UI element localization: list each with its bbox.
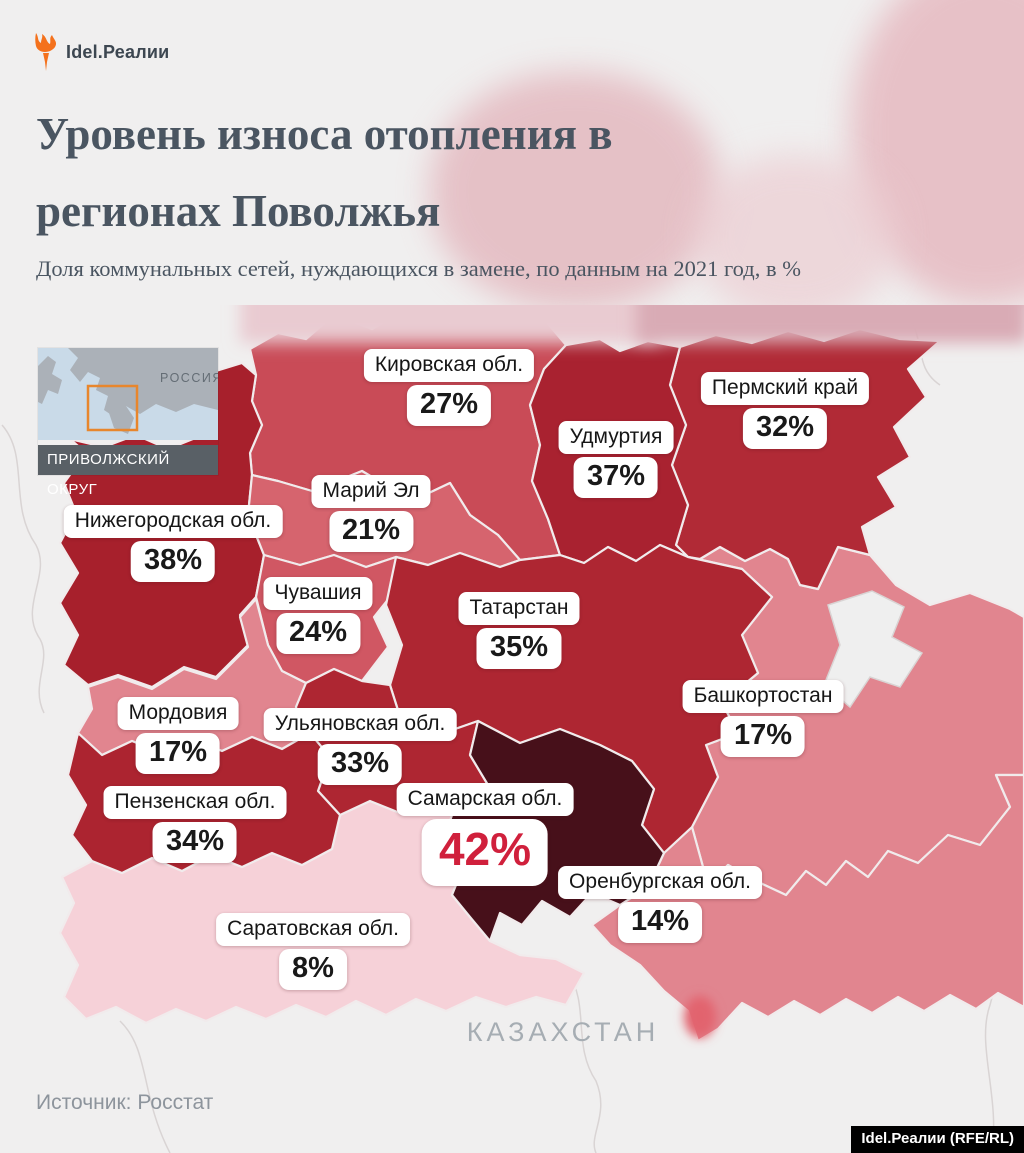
region-label-tatarstan: Татарстан 35% [458,592,580,670]
region-name: Башкортостан [682,680,844,714]
region-value: 33% [317,744,403,786]
region-value: 42% [421,819,549,886]
background-blur-shape [695,155,895,320]
title-line-1: Уровень износа отопления в [36,109,613,159]
region-value: 17% [720,716,806,758]
choropleth-map: РОССИЯ ПРИВОЛЖСКИЙ ОКРУГ Кировская обл. 2… [0,305,1024,1153]
region-name: Чувашия [263,577,373,611]
brand-logo-text: Idel.Реалии [66,41,170,62]
region-label-kirovskaya: Кировская обл. 27% [363,349,535,427]
region-name: Саратовская обл. [216,913,410,947]
locator-inset-map: РОССИЯ ПРИВОЛЖСКИЙ ОКРУГ [38,348,221,498]
region-label-bashkortostan: Башкортостан 17% [682,680,844,758]
torch-icon [35,33,57,71]
region-label-saratovskaya: Саратовская обл. 8% [216,913,410,991]
title-line-2: регионах Поволжья [36,186,441,236]
region-value: 34% [152,822,238,864]
outside-gray-inlet [823,590,924,709]
region-name: Кировская обл. [363,349,535,383]
region-shape-permskiy-kray [668,327,942,591]
region-name: Ульяновская обл. [263,708,457,742]
north-blur-band [636,305,1024,343]
region-value: 32% [742,408,828,450]
region-label-mordovia: Мордовия 17% [117,697,239,775]
region-value: 14% [617,902,703,944]
region-label-ulyanovskaya: Ульяновская обл. 33% [263,708,457,786]
north-blur-band [240,305,660,343]
region-value: 24% [275,613,361,655]
region-value: 21% [328,511,414,553]
brand-logo: Idel.Реалии [33,33,169,71]
region-value: 8% [279,949,347,991]
neighbor-country-label: КАЗАХСТАН [466,1017,660,1047]
credit-badge: Idel.Реалии (RFE/RL) [851,1126,1024,1153]
inset-land [38,348,218,434]
region-label-penzenskaya: Пензенская обл. 34% [103,786,287,864]
region-name: Мордовия [117,697,239,731]
locator-map-canvas: РОССИЯ [38,348,221,440]
region-name: Удмуртия [558,421,674,455]
region-label-orenburgskaya: Оренбургская обл. 14% [558,866,762,944]
background-blur-shape [430,72,720,310]
source-note: Источник: Росстат [36,1091,214,1114]
south-blur-blob [684,996,716,1038]
region-value: 17% [135,733,221,775]
region-name: Оренбургская обл. [558,866,762,900]
region-label-mariy-el: Марий Эл 21% [311,475,431,553]
page-subtitle: Доля коммунальных сетей, нуждающихся в з… [36,256,801,281]
region-name: Самарская обл. [396,783,574,817]
region-name: Пермский край [700,372,870,406]
region-label-samarskaya: Самарская обл. 42% [396,783,574,886]
region-value: 38% [130,541,216,583]
region-label-permskiy-kray: Пермский край 32% [700,372,870,450]
region-name: Татарстан [458,592,580,626]
inset-district-bar: ПРИВОЛЖСКИЙ ОКРУГ [38,445,218,498]
inset-highlight-rect [86,384,139,432]
region-name: Марий Эл [311,475,431,509]
region-name: Нижегородская обл. [63,505,283,539]
region-name: Пензенская обл. [103,786,287,820]
region-label-udmurtia: Удмуртия 37% [558,421,674,499]
region-label-nizhegorodskaya: Нижегородская обл. 38% [63,505,283,583]
inset-district-label: ПРИВОЛЖСКИЙ ОКРУГ [47,451,170,498]
region-label-chuvashia: Чувашия 24% [263,577,373,655]
region-value: 27% [406,385,492,427]
page-title: Уровень износа отопления в регионах Пово… [36,96,976,250]
region-value: 37% [573,457,659,499]
inset-country-label: РОССИЯ [160,371,218,385]
region-value: 35% [476,628,562,670]
